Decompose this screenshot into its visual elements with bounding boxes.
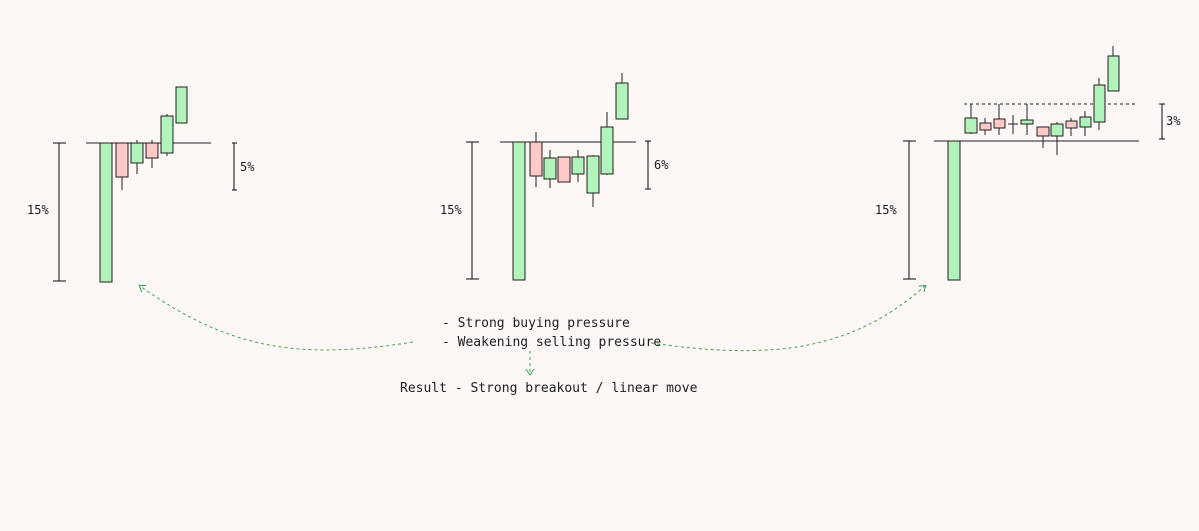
candle — [130, 140, 144, 174]
candle — [529, 132, 543, 187]
candle — [1079, 111, 1092, 136]
candle — [145, 140, 159, 168]
diagram-3: 15% — [875, 46, 1181, 281]
candle — [557, 156, 571, 183]
candle — [979, 118, 992, 135]
range-label-1: 5% — [240, 160, 255, 174]
diagram-2: 15% — [440, 73, 669, 281]
impulse-candle-2 — [512, 141, 526, 281]
move-label-2: 15% — [440, 203, 462, 217]
note-weakening-selling: - Weakening selling pressure — [442, 335, 661, 350]
measure-15-percent-3 — [903, 140, 916, 280]
candle — [543, 150, 557, 188]
impulse-candle-1 — [99, 142, 113, 283]
candle — [160, 114, 174, 156]
candle — [1107, 46, 1120, 92]
candle — [993, 104, 1006, 135]
candle — [1036, 126, 1050, 148]
candle — [1050, 122, 1064, 155]
measure-range-3 — [1159, 103, 1165, 140]
candle — [600, 112, 614, 175]
candle — [964, 104, 978, 134]
candle — [1093, 78, 1106, 130]
diagram-1: 15% 5% — [27, 86, 255, 283]
range-label-2: 6% — [654, 158, 669, 172]
measure-15-percent-1 — [53, 142, 66, 282]
measure-15-percent-2 — [466, 141, 479, 280]
range-label-3: 3% — [1166, 114, 1181, 128]
move-label-1: 15% — [27, 203, 49, 217]
impulse-candle-3 — [947, 140, 961, 281]
move-label-3: 15% — [875, 203, 897, 217]
candle — [615, 73, 629, 120]
candle — [115, 142, 129, 190]
measure-range-2 — [645, 140, 651, 190]
measure-range-1 — [232, 142, 237, 191]
result-text: Result - Strong breakout / linear move — [400, 381, 698, 396]
arrow-to-diagram-3 — [650, 286, 925, 352]
candle — [1008, 115, 1018, 134]
candle — [571, 150, 585, 182]
candle — [1065, 118, 1078, 136]
candle — [175, 86, 188, 124]
note-strong-buying: - Strong buying pressure — [442, 316, 630, 331]
candle — [1020, 104, 1034, 135]
candle — [586, 155, 600, 207]
arrow-to-diagram-1 — [140, 286, 414, 351]
